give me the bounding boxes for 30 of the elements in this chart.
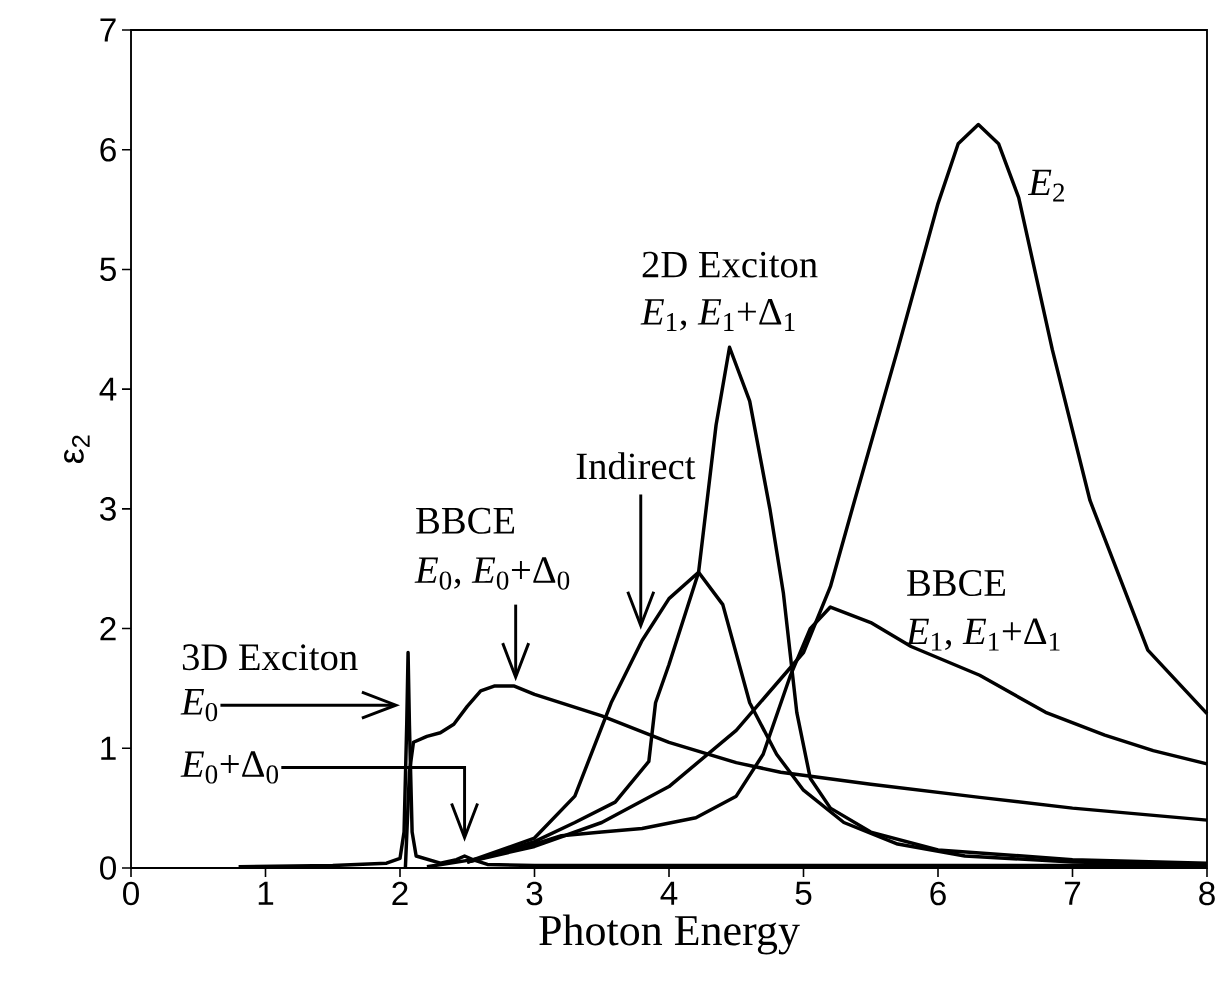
annotation: BBCE bbox=[907, 570, 1006, 597]
x-tick-label: 6 bbox=[930, 881, 946, 906]
y-tick-label: 5 bbox=[100, 257, 116, 282]
annotation: 2D Exciton bbox=[642, 251, 818, 278]
annotation: E$_{1}$, E$_{1}$+Δ$_{1}$ bbox=[905, 618, 1060, 651]
x-tick-label: 5 bbox=[795, 881, 812, 905]
x-tick-label: 4 bbox=[660, 881, 678, 905]
annotation: E$_{0}$ bbox=[180, 689, 218, 722]
annotation: E$_{2}$ bbox=[1027, 169, 1065, 202]
y-axis-title: ε$_{2}$ bbox=[64, 435, 90, 464]
x-tick-label: 3 bbox=[526, 881, 543, 906]
x-tick-label: 8 bbox=[1199, 881, 1215, 906]
annotation: Indirect bbox=[576, 452, 696, 480]
x-axis-title: Photon Energy bbox=[539, 914, 800, 955]
annotation: BBCE bbox=[416, 507, 515, 534]
annotation: E$_{1}$, E$_{1}$+Δ$_{1}$ bbox=[640, 298, 795, 331]
y-tick-label: 1 bbox=[101, 736, 116, 760]
y-tick-label: 2 bbox=[100, 616, 116, 641]
annotation: 3D Exciton bbox=[182, 644, 358, 671]
x-tick-label: 7 bbox=[1064, 881, 1081, 905]
y-tick-label: 6 bbox=[100, 137, 116, 162]
x-tick-label: 2 bbox=[392, 881, 408, 905]
y-tick-label: 3 bbox=[100, 497, 116, 521]
y-tick-label: 7 bbox=[100, 18, 116, 42]
x-tick-label: 1 bbox=[258, 881, 274, 905]
y-tick-label: 0 bbox=[100, 856, 116, 880]
annotation: E$_{0}$, E$_{0}$+Δ$_{0}$ bbox=[414, 557, 570, 590]
x-tick-label: 0 bbox=[123, 881, 139, 906]
annotation: E$_{0}$+Δ$_{0}$ bbox=[180, 751, 279, 784]
y-tick-label: 4 bbox=[99, 377, 117, 401]
